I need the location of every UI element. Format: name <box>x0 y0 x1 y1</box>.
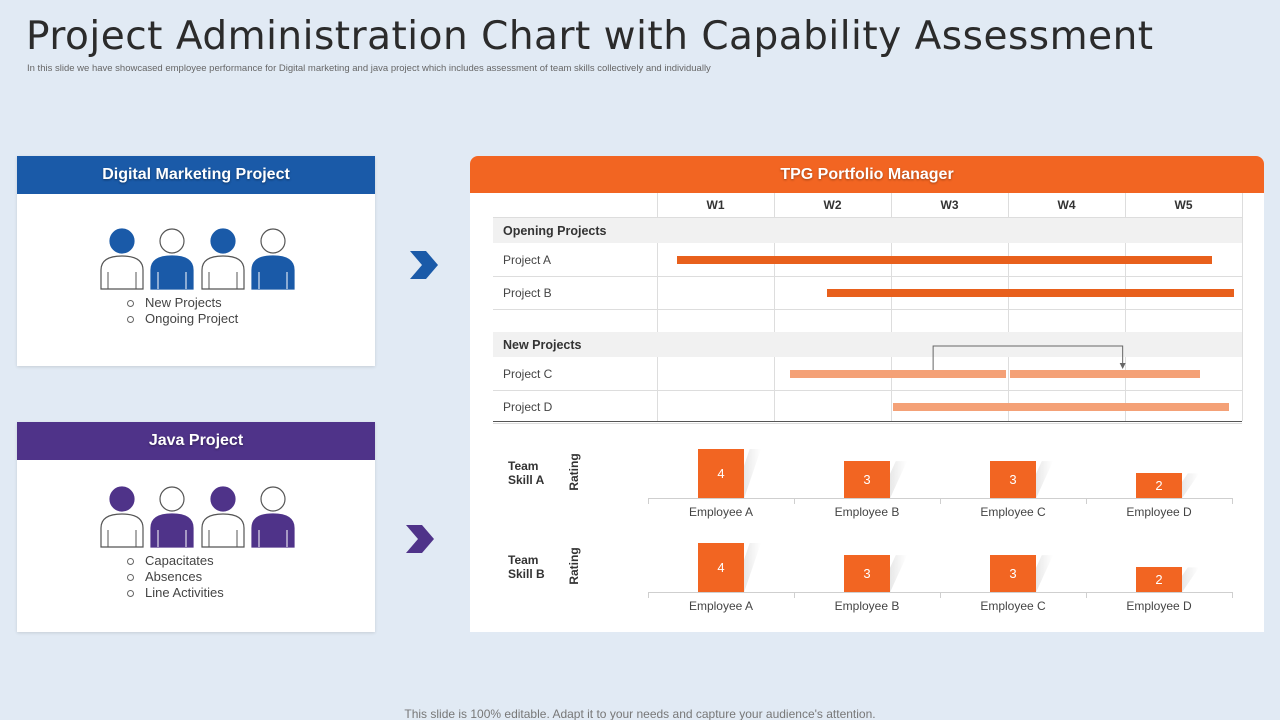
grid-line <box>1008 193 1009 421</box>
person-icon <box>149 486 195 548</box>
skill-bar: 2 <box>1136 473 1182 498</box>
grid-line <box>1242 193 1243 421</box>
digital-marketing-card: Digital Marketing Project New Projects O… <box>17 156 375 366</box>
week-header: W5 <box>1174 198 1193 212</box>
skill-bar: 2 <box>1136 567 1182 592</box>
gantt-bar <box>826 289 1234 297</box>
person-icon <box>99 486 145 548</box>
digital-bullet-item: Ongoing Project <box>127 311 238 327</box>
skill-title-line: Team <box>508 459 539 473</box>
grid-line <box>493 390 1242 391</box>
skill-category-label: Employee D <box>1126 505 1192 519</box>
digital-bullet-item: New Projects <box>127 295 238 311</box>
java-project-header: Java Project <box>17 422 375 460</box>
portfolio-panel-header: TPG Portfolio Manager <box>470 156 1264 193</box>
skill-title-line: Team <box>508 553 539 567</box>
java-project-card: Java Project Capacitates Absences Line A… <box>17 422 375 632</box>
grid-line <box>657 193 658 421</box>
skill-tick <box>648 498 649 504</box>
grid-line <box>493 217 1242 218</box>
java-bullet-item: Capacitates <box>127 553 224 569</box>
java-bullet-item: Absences <box>127 569 224 585</box>
person-icon <box>200 486 246 548</box>
skill-tick <box>1086 592 1087 598</box>
grid-line <box>891 193 892 421</box>
gantt-bar <box>676 256 1212 264</box>
skill-category-label: Employee B <box>834 505 900 519</box>
grid-line <box>1125 193 1126 421</box>
gantt-divider <box>493 421 1242 422</box>
skill-bar: 3 <box>990 461 1036 498</box>
skill-category-label: Employee A <box>688 505 754 519</box>
gantt-group-header: New Projects <box>493 332 1242 357</box>
digital-team-icons <box>99 228 299 292</box>
gantt-row-label: Project A <box>503 252 552 267</box>
skill-bar: 3 <box>844 461 890 498</box>
week-header: W3 <box>940 198 959 212</box>
gantt-chart: W1 W2 W3 W4 W5 Opening Projects Project A Proje… <box>470 156 1264 632</box>
slide-footer: This slide is 100% editable. Adapt it to… <box>404 707 876 720</box>
gantt-row-label: Project D <box>503 399 553 414</box>
skill-tick <box>1232 592 1233 598</box>
gantt-bar <box>790 370 1006 378</box>
portfolio-panel: TPG Portfolio Manager W1 W2 W3 W4 W5 Opening … <box>470 156 1264 632</box>
person-icon <box>99 228 145 290</box>
skill-tick <box>648 592 649 598</box>
gantt-bar <box>893 403 1230 411</box>
skill-title-line: Skill B <box>508 567 545 581</box>
chevron-right-icon <box>408 251 440 279</box>
gantt-row-label: Project C <box>503 366 553 381</box>
skill-tick <box>940 498 941 504</box>
digital-marketing-header: Digital Marketing Project <box>17 156 375 194</box>
person-icon <box>200 228 246 290</box>
grid-line <box>493 309 1242 310</box>
java-team-icons <box>99 486 299 550</box>
skill-tick <box>1232 498 1233 504</box>
skill-axis-label: Rating <box>567 547 581 585</box>
person-icon <box>250 486 296 548</box>
skill-axis-label: Rating <box>567 453 581 491</box>
skill-tick <box>940 592 941 598</box>
skill-title-line: Skill A <box>508 473 545 487</box>
skill-tick <box>1086 498 1087 504</box>
week-header: W1 <box>706 198 725 212</box>
skill-tick <box>794 498 795 504</box>
digital-bullet-list: New Projects Ongoing Project <box>127 295 238 327</box>
java-bullet-list: Capacitates Absences Line Activities <box>127 553 224 601</box>
grid-line <box>493 423 1242 424</box>
skill-chart-title: Team Skill B <box>508 553 568 581</box>
skill-bar: 4 <box>698 542 744 592</box>
gantt-bar <box>1010 370 1200 378</box>
skill-category-label: Employee A <box>688 599 754 613</box>
slide-title: Project Administration Chart with Capabi… <box>26 14 1154 59</box>
skill-category-label: Employee C <box>980 599 1046 613</box>
java-bullet-item: Line Activities <box>127 585 224 601</box>
week-header: W4 <box>1057 198 1076 212</box>
gantt-row-label: Project B <box>503 285 552 300</box>
skill-bar: 4 <box>698 448 744 498</box>
skill-bar: 3 <box>844 555 890 592</box>
person-icon <box>149 228 195 290</box>
skill-category-label: Employee D <box>1126 599 1192 613</box>
grid-line <box>774 193 775 421</box>
chevron-right-icon <box>404 525 436 553</box>
dependency-arrow <box>932 345 1126 370</box>
gantt-group-header: Opening Projects <box>493 218 1242 243</box>
slide-subtitle: In this slide we have showcased employee… <box>27 63 711 74</box>
week-header: W2 <box>823 198 842 212</box>
skill-bar: 3 <box>990 555 1036 592</box>
skill-chart-title: Team Skill A <box>508 459 568 487</box>
skill-tick <box>794 592 795 598</box>
person-icon <box>250 228 296 290</box>
skill-category-label: Employee B <box>834 599 900 613</box>
grid-line <box>493 276 1242 277</box>
skill-category-label: Employee C <box>980 505 1046 519</box>
